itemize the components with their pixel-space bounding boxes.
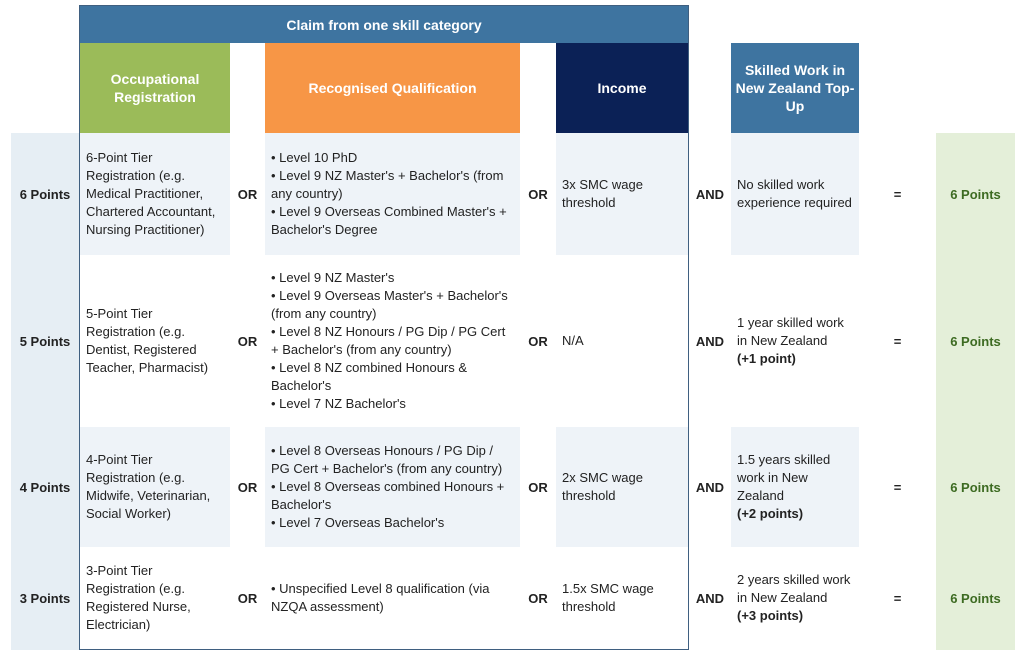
qualification-item: Level 9 Overseas Combined Master's + Bac… bbox=[271, 203, 514, 239]
registration-cell: 3-Point Tier Registration (e.g. Register… bbox=[86, 563, 191, 632]
skill-category-banner: Claim from one skill category bbox=[80, 6, 688, 43]
and-connector: AND bbox=[695, 333, 725, 349]
topup-text: No skilled work experience required bbox=[737, 176, 853, 212]
topup-text: 1 year skilled work in New Zealand (+1 po… bbox=[737, 314, 853, 368]
topup-cell: 2 years skilled work in New Zealand (+3 p… bbox=[731, 547, 859, 649]
equals-sign: = bbox=[893, 333, 902, 349]
or-connector: OR bbox=[528, 186, 548, 202]
topup-cell: 1 year skilled work in New Zealand (+1 po… bbox=[731, 255, 859, 427]
or-connector: OR bbox=[528, 333, 548, 349]
topup-bonus: (+3 points) bbox=[737, 608, 804, 623]
row-points-label: 3 Points bbox=[19, 590, 71, 606]
row-points-label: 5 Points bbox=[19, 333, 71, 349]
qualification-item: Level 8 Overseas combined Honours + Bach… bbox=[271, 478, 514, 514]
topup-description: 2 years skilled work in New Zealand bbox=[737, 572, 851, 605]
qualification-item: Level 7 Overseas Bachelor's bbox=[271, 514, 514, 532]
qualification-cell: Unspecified Level 8 qualification (via N… bbox=[265, 547, 520, 649]
qualification-item: Level 8 NZ Honours / PG Dip / PG Cert + … bbox=[271, 323, 514, 359]
topup-text: 1.5 years skilled work in New Zealand (+2… bbox=[737, 451, 853, 523]
or-connector: OR bbox=[237, 333, 258, 349]
equals-sign: = bbox=[893, 186, 902, 202]
qualification-item: Level 8 Overseas Honours / PG Dip / PG C… bbox=[271, 442, 514, 478]
topup-text: 2 years skilled work in New Zealand (+3 p… bbox=[737, 571, 853, 625]
qualification-list: Level 9 NZ Master'sLevel 9 Overseas Mast… bbox=[271, 269, 514, 413]
qualification-cell: Level 8 Overseas Honours / PG Dip / PG C… bbox=[265, 427, 520, 547]
income-cell: N/A bbox=[562, 333, 584, 348]
qualification-item: Level 9 Overseas Master's + Bachelor's (… bbox=[271, 287, 514, 323]
registration-cell: 6-Point Tier Registration (e.g. Medical … bbox=[80, 133, 230, 255]
registration-cell: 5-Point Tier Registration (e.g. Dentist,… bbox=[86, 306, 209, 375]
row-result-points: 6 Points bbox=[950, 186, 1001, 202]
income-cell: 1.5x SMC wage threshold bbox=[562, 581, 654, 614]
topup-description: 1 year skilled work in New Zealand bbox=[737, 315, 844, 348]
header-occupational-registration: Occupational Registration bbox=[80, 43, 230, 133]
header-skilled-work-topup: Skilled Work in New Zealand Top-Up bbox=[731, 43, 859, 133]
equals-sign: = bbox=[893, 479, 902, 495]
points-column-background bbox=[11, 133, 79, 650]
qualification-item: Level 9 NZ Master's bbox=[271, 269, 514, 287]
income-cell: 2x SMC wage threshold bbox=[556, 427, 688, 547]
or-connector: OR bbox=[237, 479, 258, 495]
row-result-points: 6 Points bbox=[950, 590, 1001, 606]
or-connector: OR bbox=[528, 590, 548, 606]
and-connector: AND bbox=[695, 479, 725, 495]
qualification-list: Level 8 Overseas Honours / PG Dip / PG C… bbox=[271, 442, 514, 532]
row-points-label: 4 Points bbox=[19, 479, 71, 495]
or-connector: OR bbox=[528, 479, 548, 495]
qualification-list: Level 10 PhDLevel 9 NZ Master's + Bachel… bbox=[271, 149, 514, 239]
and-connector: AND bbox=[695, 590, 725, 606]
registration-cell: 4-Point Tier Registration (e.g. Midwife,… bbox=[80, 427, 230, 547]
or-connector: OR bbox=[237, 186, 258, 202]
equals-sign: = bbox=[893, 590, 902, 606]
qualification-item: Level 7 NZ Bachelor's bbox=[271, 395, 514, 413]
qualification-item: Level 10 PhD bbox=[271, 149, 514, 167]
header-income: Income bbox=[556, 43, 688, 133]
and-connector: AND bbox=[695, 186, 725, 202]
qualification-item: Unspecified Level 8 qualification (via N… bbox=[271, 580, 514, 616]
result-column-background bbox=[936, 133, 1015, 650]
topup-cell: 1.5 years skilled work in New Zealand (+2… bbox=[731, 427, 859, 547]
row-points-label: 6 Points bbox=[19, 186, 71, 202]
income-cell: 3x SMC wage threshold bbox=[556, 133, 688, 255]
skill-category-frame bbox=[79, 5, 689, 650]
topup-description: 1.5 years skilled work in New Zealand bbox=[737, 452, 831, 503]
header-recognised-qualification: Recognised Qualification bbox=[265, 43, 520, 133]
qualification-cell: Level 10 PhDLevel 9 NZ Master's + Bachel… bbox=[265, 133, 520, 255]
qualification-cell: Level 9 NZ Master'sLevel 9 Overseas Mast… bbox=[265, 255, 520, 427]
qualification-list: Unspecified Level 8 qualification (via N… bbox=[271, 580, 514, 616]
qualification-item: Level 8 NZ combined Honours & Bachelor's bbox=[271, 359, 514, 395]
qualification-item: Level 9 NZ Master's + Bachelor's (from a… bbox=[271, 167, 514, 203]
row-result-points: 6 Points bbox=[950, 479, 1001, 495]
row-result-points: 6 Points bbox=[950, 333, 1001, 349]
topup-bonus: (+2 points) bbox=[737, 506, 804, 521]
topup-description: No skilled work experience required bbox=[737, 177, 852, 210]
topup-cell: No skilled work experience required bbox=[731, 133, 859, 255]
topup-bonus: (+1 point) bbox=[737, 351, 796, 366]
or-connector: OR bbox=[237, 590, 258, 606]
